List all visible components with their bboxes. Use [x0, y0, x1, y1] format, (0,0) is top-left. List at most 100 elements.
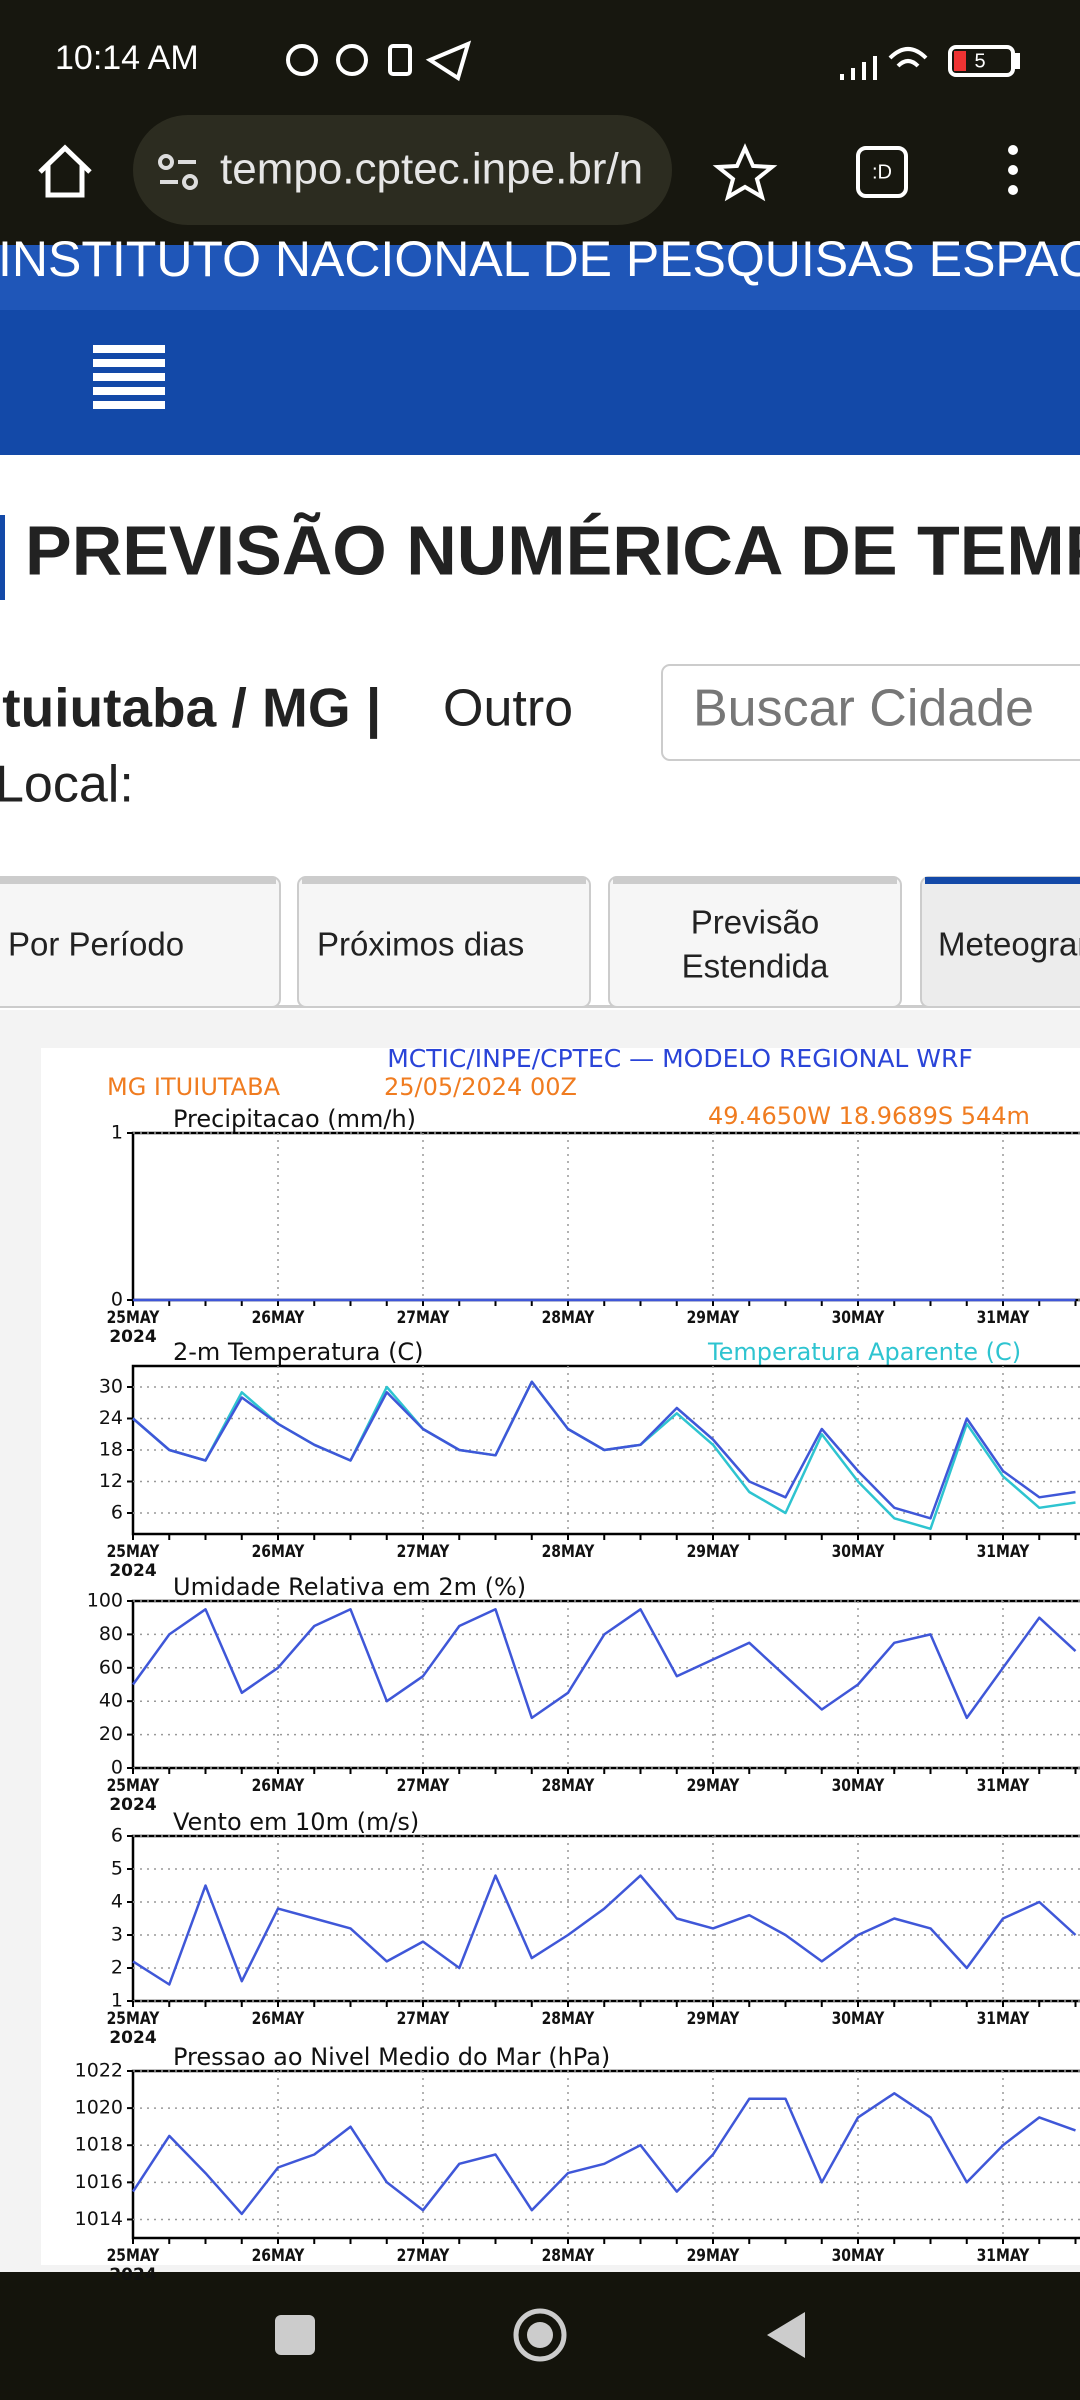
y-tick-label: 1: [111, 1990, 123, 2012]
banner-text: INSTITUTO NACIONAL DE PESQUISAS ESPACIAI…: [0, 231, 1080, 287]
panel-title: 2-m Temperatura (C): [173, 1338, 424, 1366]
x-tick-label: 29MAY: [687, 1776, 740, 1796]
tab-label: Por Período: [8, 926, 184, 963]
y-tick-label: 3: [111, 1924, 123, 1946]
x-tick-label: 27MAY: [397, 2009, 450, 2029]
y-tick-label: 1: [111, 1122, 123, 1144]
y-tick-label: 40: [99, 1690, 123, 1712]
panel-title: Pressao ao Nivel Medio do Mar (hPa): [173, 2043, 610, 2071]
y-tick-label: 2: [111, 1957, 123, 1979]
plot-frame: [131, 2069, 1080, 2240]
y-tick-label: 24: [99, 1407, 123, 1429]
panel-title: Vento em 10m (m/s): [173, 1808, 419, 1836]
site-info-icon: [158, 154, 198, 190]
y-tick-label: 6: [111, 1502, 123, 1524]
x-tick-label: 30MAY: [832, 2246, 885, 2266]
tab-label: Estendida: [682, 948, 829, 985]
home-nav-button[interactable]: [513, 2308, 567, 2362]
banner: [0, 245, 1080, 310]
y-tick-label: 1022: [75, 2060, 123, 2082]
home-nav-dot: [527, 2322, 553, 2348]
search-placeholder: Buscar Cidade: [693, 680, 1034, 738]
x-tick-label: 31MAY: [977, 2246, 1030, 2266]
y-tick-label: 4: [111, 1891, 123, 1913]
x-tick-label: 27MAY: [397, 1308, 450, 1328]
series-line: [131, 2092, 1076, 2216]
y-tick-label: 80: [99, 1623, 123, 1645]
y-tick-label: 20: [99, 1723, 123, 1745]
x-tick-label: 30MAY: [832, 1308, 885, 1328]
title-bar: [0, 515, 5, 600]
url: tempo.cptec.inpe.br/n: [220, 145, 643, 194]
page-title: PREVISÃO NUMÉRICA DE TEMPO: [25, 511, 1080, 589]
x-year: 2024: [109, 1795, 156, 1815]
panel-title: Umidade Relativa em 2m (%): [173, 1573, 526, 1601]
x-tick-label: 29MAY: [687, 2246, 740, 2266]
menu-button[interactable]: [1008, 145, 1018, 195]
meteogram-title: MCTIC/INPE/CPTEC — MODELO REGIONAL WRF: [387, 1044, 973, 1073]
y-tick-label: 1020: [75, 2097, 123, 2119]
nav: [0, 310, 1080, 455]
x-tick-label: 26MAY: [252, 1776, 305, 1796]
panel-title: Precipitacao (mm/h): [173, 1105, 416, 1133]
x-tick-label: 28MAY: [542, 1542, 595, 1562]
y-tick-label: 5: [111, 1858, 123, 1880]
meteogram-run: 25/05/2024 00Z: [384, 1073, 577, 1101]
x-tick-label: 31MAY: [977, 1776, 1030, 1796]
x-tick-label: 27MAY: [397, 2246, 450, 2266]
battery-level: [954, 51, 966, 71]
y-tick-label: 18: [99, 1439, 123, 1461]
x-tick-label: 27MAY: [397, 1542, 450, 1562]
x-tick-label: 28MAY: [542, 1776, 595, 1796]
tab-label: Meteograma: [938, 926, 1080, 963]
x-tick-label: 31MAY: [977, 2009, 1030, 2029]
x-tick-label: 30MAY: [832, 1542, 885, 1562]
recents-button[interactable]: [275, 2315, 315, 2355]
x-year: 2024: [109, 1561, 156, 1581]
bookmark-button[interactable]: [712, 143, 778, 202]
x-tick-label: 25MAY: [107, 2246, 160, 2266]
home-button[interactable]: [38, 144, 92, 198]
x-year: 2024: [109, 2265, 156, 2285]
x-tick-label: 28MAY: [542, 2246, 595, 2266]
x-tick-label: 31MAY: [977, 1542, 1030, 1562]
battery-text: 5: [974, 50, 985, 72]
tabs-button[interactable]: [856, 146, 908, 198]
y-tick-label: 60: [99, 1656, 123, 1678]
x-tick-label: 31MAY: [977, 1308, 1030, 1328]
x-year: 2024: [109, 2028, 156, 2048]
hamburger[interactable]: [93, 345, 165, 409]
meteogram-coords: 49.4650W 18.9689S 544m: [708, 1102, 1030, 1130]
y-tick-label: 1016: [75, 2171, 123, 2193]
series-line: [132, 1380, 1076, 1520]
y-tick-label: 0: [111, 1757, 123, 1779]
status-icons: [286, 40, 1020, 82]
x-tick-label: 29MAY: [687, 2009, 740, 2029]
x-tick-label: 28MAY: [542, 1308, 595, 1328]
x-tick-label: 26MAY: [252, 1542, 305, 1562]
tab-top: [302, 877, 586, 884]
meteogram-place: MG ITUIUTABA: [107, 1073, 281, 1101]
url-bar[interactable]: [133, 115, 672, 225]
y-tick-label: 12: [99, 1470, 123, 1492]
x-tick-label: 30MAY: [832, 2009, 885, 2029]
tab-top: [613, 877, 897, 884]
tab-label: Previsão: [691, 904, 819, 941]
other-location: Outro: [443, 680, 573, 738]
city: Ituiutaba / MG |: [0, 677, 381, 740]
clock: 10:14 AM: [55, 39, 199, 77]
x-tick-label: 25MAY: [107, 1542, 160, 1562]
search-input[interactable]: [661, 664, 1080, 761]
tab[interactable]: [608, 876, 902, 1008]
tab-label: Próximos dias: [317, 926, 524, 963]
tab-top: [925, 877, 1080, 884]
x-tick-label: 29MAY: [687, 1308, 740, 1328]
series-line: [131, 1608, 1077, 1720]
other-location: Local:: [0, 756, 134, 814]
x-tick-label: 25MAY: [107, 1776, 160, 1796]
x-tick-label: 25MAY: [107, 2009, 160, 2029]
x-year: 2024: [109, 1327, 156, 1347]
back-button[interactable]: [767, 2312, 805, 2358]
